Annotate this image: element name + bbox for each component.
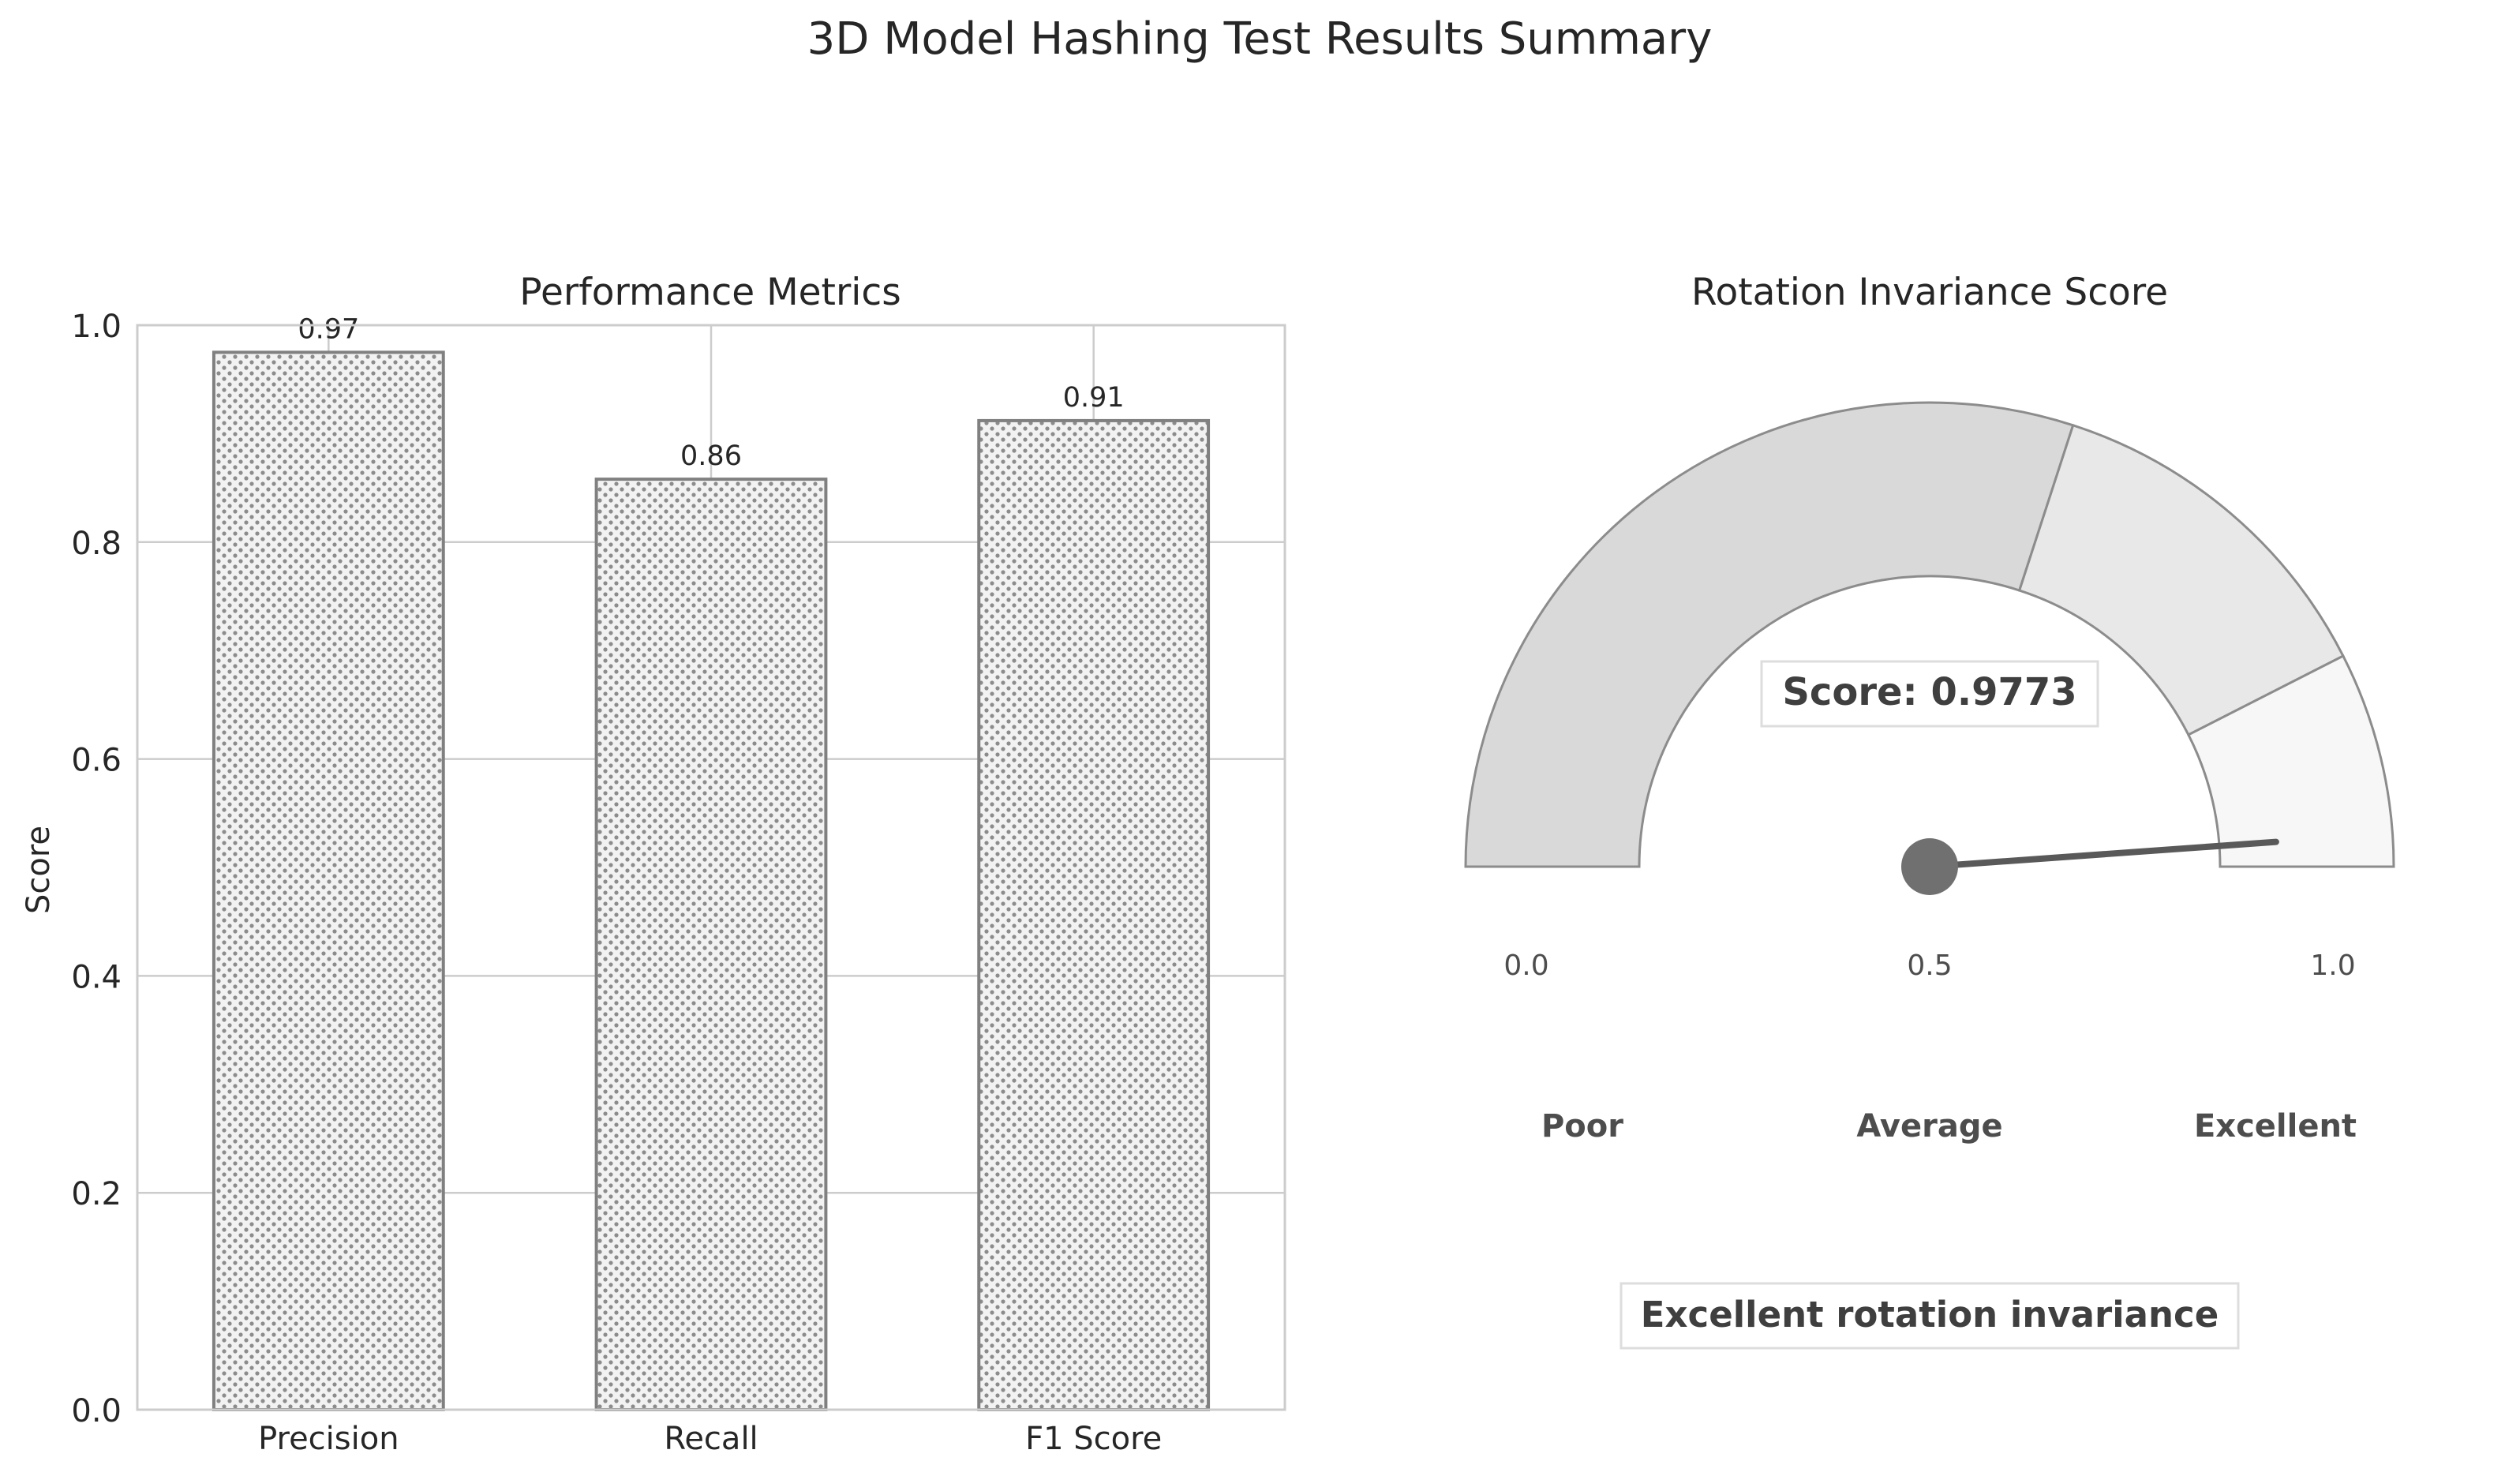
y-axis-label: Score xyxy=(21,826,57,914)
bar-value-labels: 0.97 0.86 0.91 xyxy=(298,313,1124,472)
gauge-zone-label: Poor xyxy=(1541,1108,1623,1144)
bars xyxy=(212,350,1211,1412)
y-tick-label: 0.4 xyxy=(71,959,122,995)
bar-chart: Performance Metrics Score 0.00.20.40.60.… xyxy=(21,271,1286,1457)
y-tick-label: 0.6 xyxy=(71,743,122,779)
gauge-zone-label: Average xyxy=(1856,1108,2002,1144)
gauge-title: Rotation Invariance Score xyxy=(1691,271,2168,314)
bar-recall xyxy=(594,478,828,1411)
bar-value-label: 0.97 xyxy=(298,313,359,345)
x-tick-label: Precision xyxy=(258,1421,399,1457)
gauge-hub xyxy=(1901,838,1958,895)
verdict-box xyxy=(1619,1282,2240,1350)
x-tick-labels: Precision Recall F1 Score xyxy=(258,1421,1162,1457)
y-tick-label: 1.0 xyxy=(71,309,122,345)
verdict-label: Excellent rotation invariance xyxy=(1641,1294,2219,1336)
figure-title: 3D Model Hashing Test Results Summary xyxy=(807,13,1713,65)
y-tick-label: 0.0 xyxy=(71,1393,122,1429)
x-tick-label: Recall xyxy=(664,1421,758,1457)
gauge-tick-labels: 0.0 0.5 1.0 xyxy=(1503,950,2355,982)
bar-chart-title: Performance Metrics xyxy=(519,271,901,314)
gauge-zone-labels: Poor Average Excellent xyxy=(1541,1108,2357,1144)
gauge-tick-label: 0.5 xyxy=(1907,950,1952,982)
y-tick-labels: 0.0 0.2 0.4 0.6 0.8 1.0 xyxy=(71,309,122,1429)
score-label: Score: 0.9773 xyxy=(1782,670,2076,714)
y-tick-label: 0.8 xyxy=(71,526,122,562)
plot-frame xyxy=(136,324,1286,1411)
gauge-zone-label: Excellent xyxy=(2194,1108,2357,1144)
bar-precision xyxy=(212,350,445,1412)
gauge-needle xyxy=(1927,838,2279,870)
bar-value-label: 0.86 xyxy=(680,440,742,472)
gauge-tick-label: 0.0 xyxy=(1503,950,1548,982)
gauge-zones xyxy=(1464,401,2395,868)
y-tick-label: 0.2 xyxy=(71,1176,122,1212)
score-box xyxy=(1760,660,2099,728)
x-tick-label: F1 Score xyxy=(1025,1421,1162,1457)
gauge-tick-label: 1.0 xyxy=(2310,950,2355,982)
bar-f1-score xyxy=(977,418,1211,1411)
gauge-chart: Rotation Invariance Score 0.0 0.5 1.0 Poor… xyxy=(1464,271,2395,1350)
bar-value-label: 0.91 xyxy=(1063,382,1125,414)
gauge-zone-excellent xyxy=(2186,654,2395,868)
gauge-zone-poor xyxy=(1464,401,2075,868)
